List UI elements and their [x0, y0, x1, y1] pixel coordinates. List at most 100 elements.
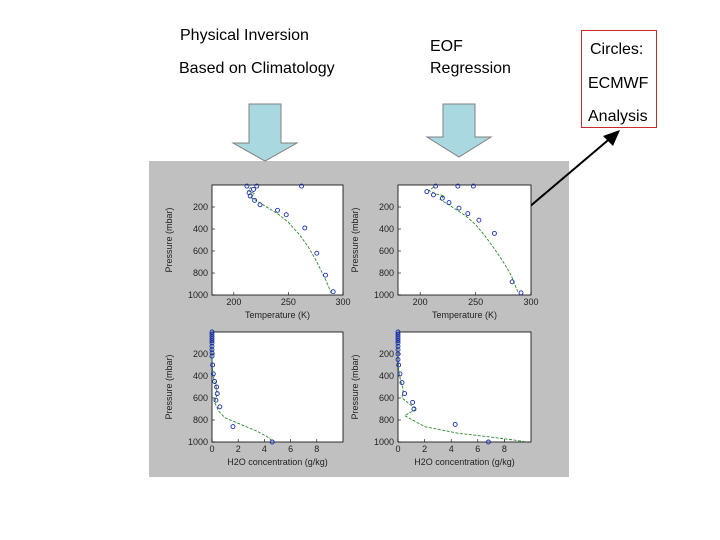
ecmwf-point: [446, 200, 452, 206]
ecmwf-point: [251, 186, 256, 192]
ecmwf-point: [209, 338, 215, 344]
subplot-temp-climatology: 200 250 300 200 400 600 800 1000 Temperature (K)…: [164, 183, 351, 320]
ecmwf-point: [247, 193, 253, 199]
x-tick-label: 4: [449, 444, 454, 454]
y-tick-label: 200: [379, 349, 394, 359]
ecmwf-point: [209, 350, 215, 356]
ecmwf-point: [402, 391, 408, 397]
x-axis-label: H2O concentration (g/kg): [414, 457, 515, 467]
ecmwf-point: [465, 211, 471, 217]
ecmwf-point: [485, 439, 491, 445]
y-tick-label: 400: [379, 224, 394, 234]
ecmwf-point: [452, 421, 458, 427]
y-tick-label: 200: [193, 202, 208, 212]
based-on-climatology-label: Based on Climatology: [179, 60, 335, 77]
ecmwf-point: [395, 351, 401, 357]
y-tick-label: 400: [193, 371, 208, 381]
y-tick-label: 600: [193, 246, 208, 256]
ecmwf-point: [456, 205, 462, 211]
ecmwf-point: [395, 357, 401, 362]
y-tick-label: 200: [193, 349, 208, 359]
ecmwf-point: [230, 424, 236, 430]
regression-label: Regression: [430, 60, 511, 77]
down-arrow-icon: [231, 103, 299, 162]
ecmwf-point: [213, 397, 219, 403]
ecmwf-point: [217, 404, 223, 410]
x-tick-label: 0: [395, 444, 400, 454]
ecmwf-point: [209, 353, 215, 359]
x-tick-label: 2: [236, 444, 241, 454]
ecmwf-point: [210, 362, 216, 368]
plot-area: [211, 331, 344, 443]
x-tick-label: 6: [288, 444, 293, 454]
y-tick-label: 400: [193, 224, 208, 234]
physical-inversion-label: Physical Inversion: [180, 27, 309, 44]
x-axis-label: Temperature (K): [245, 310, 310, 320]
x-tick-label: 300: [335, 297, 350, 307]
x-tick-label: 200: [226, 297, 241, 307]
subplot-h2o-climatology: 0 2 4 6 8 200 400 600 800 1000 H2O concentration (…: [164, 329, 344, 467]
y-tick-label: 800: [193, 268, 208, 278]
y-tick-label: 600: [193, 393, 208, 403]
y-tick-label: 600: [379, 246, 394, 256]
ecmwf-point: [299, 183, 304, 189]
ecmwf-point: [209, 343, 215, 349]
ecmwf-point: [244, 183, 250, 189]
ecmwf-label: ECMWF: [588, 75, 649, 92]
ecmwf-point: [476, 217, 482, 223]
x-tick-label: 200: [413, 297, 428, 307]
ecmwf-point: [470, 183, 476, 189]
y-tick-label: 800: [193, 415, 208, 425]
ecmwf-point: [209, 347, 215, 353]
ecmwf-point: [411, 406, 417, 412]
ecmwf-point: [395, 338, 401, 344]
ecmwf-point: [209, 340, 215, 346]
y-axis-label: Pressure (mbar): [164, 207, 174, 272]
y-tick-label: 400: [379, 371, 394, 381]
ecmwf-point: [399, 380, 405, 386]
ecmwf-point: [330, 289, 336, 295]
x-tick-label: 8: [314, 444, 319, 454]
x-tick-label: 300: [523, 297, 538, 307]
y-axis-label: Pressure (mbar): [164, 354, 174, 419]
ecmwf-point: [509, 279, 515, 285]
down-arrow-icon: [425, 103, 493, 158]
ecmwf-point: [424, 189, 430, 195]
x-tick-label: 8: [502, 444, 507, 454]
y-axis-label: Pressure (mbar): [350, 354, 360, 419]
y-axis-label: Pressure (mbar): [350, 207, 360, 272]
retrieval-line: [247, 186, 332, 293]
ecmwf-point: [395, 343, 401, 349]
ecmwf-point: [439, 195, 445, 201]
retrieval-line: [211, 332, 274, 443]
y-tick-label: 1000: [374, 290, 394, 300]
plot-area: [397, 331, 532, 443]
x-tick-label: 4: [262, 444, 267, 454]
ecmwf-point: [397, 371, 403, 377]
ecmwf-point: [210, 371, 216, 377]
ecmwf-point: [433, 183, 439, 189]
ecmwf-point: [410, 399, 416, 405]
y-tick-label: 200: [379, 202, 394, 212]
x-tick-label: 250: [281, 297, 296, 307]
y-tick-label: 1000: [188, 290, 208, 300]
ecmwf-point: [314, 250, 320, 256]
ecmwf-point: [396, 362, 402, 368]
x-tick-label: 2: [422, 444, 427, 454]
plot-area: [211, 184, 344, 296]
ecmwf-point: [283, 212, 289, 218]
ecmwf-point: [455, 183, 461, 189]
ecmwf-point: [395, 340, 401, 346]
eof-label: EOF: [430, 38, 463, 55]
y-tick-label: 800: [379, 268, 394, 278]
x-tick-label: 250: [468, 297, 483, 307]
ecmwf-point: [518, 290, 524, 296]
ecmwf-point: [212, 379, 218, 384]
ecmwf-point: [302, 225, 308, 231]
ecmwf-point: [491, 230, 497, 236]
ecmwf-point: [275, 207, 280, 213]
x-tick-label: 0: [209, 444, 214, 454]
ecmwf-point: [252, 197, 258, 203]
y-tick-label: 1000: [374, 437, 394, 447]
